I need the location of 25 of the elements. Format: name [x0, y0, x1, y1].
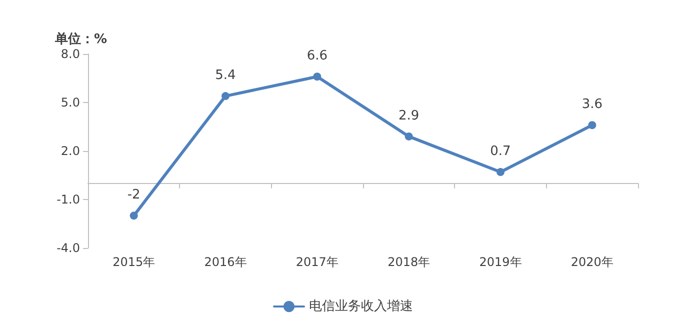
y-tick-label: 2.0 [60, 144, 80, 158]
data-label: 6.6 [306, 48, 328, 64]
x-tick-label: 2019年 [479, 255, 522, 269]
point [588, 121, 596, 130]
data-label: 0.7 [490, 144, 511, 160]
data-label: 5.4 [215, 68, 236, 84]
x-tick-label: 2017年 [296, 255, 338, 269]
point [496, 168, 504, 176]
y-tick-label: -1.0 [56, 192, 80, 206]
point [222, 92, 230, 100]
y-tick-label: 8.0 [60, 47, 80, 61]
data-label: 3.6 [582, 97, 603, 112]
data-label: -2 [127, 188, 140, 203]
y-tick-label: 5.0 [60, 96, 80, 110]
y-tick-label: -4.0 [56, 241, 80, 255]
x-tick-label: 2020年 [570, 255, 614, 269]
x-tick-label: 2015年 [112, 255, 156, 269]
x-tick-label: 2018年 [388, 255, 430, 269]
y-axis-title: 单位：% [54, 31, 108, 47]
legend-label: 电信业务收入增速 [309, 299, 413, 314]
point [404, 132, 413, 140]
point [130, 212, 138, 220]
point [313, 72, 322, 81]
x-tick-label: 2016年 [204, 255, 247, 269]
data-label: 2.9 [398, 108, 420, 124]
